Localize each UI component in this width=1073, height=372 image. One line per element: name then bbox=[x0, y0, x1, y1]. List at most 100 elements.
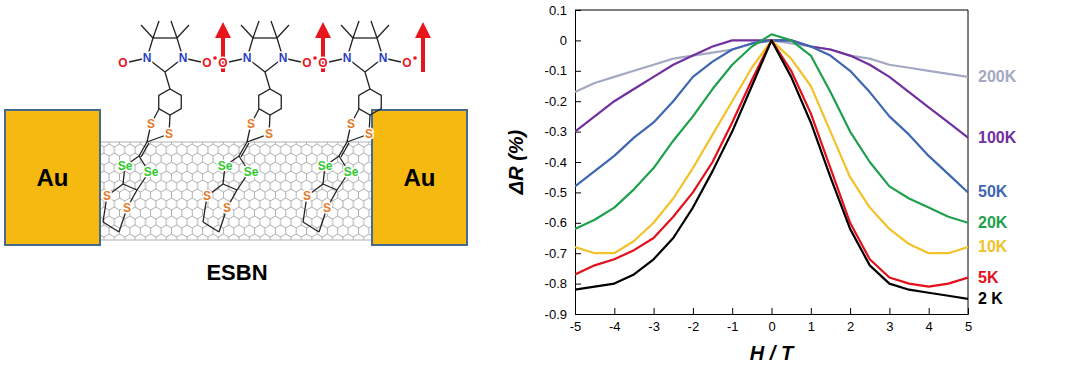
bond bbox=[271, 21, 277, 38]
tick-mark bbox=[614, 308, 615, 314]
tick: 4 bbox=[926, 308, 933, 334]
tick-mark bbox=[575, 314, 581, 315]
bond bbox=[353, 37, 377, 38]
device-diagram: AuAuNNOOSSSeSeSSNNOOSSSeSeSSNNOOSSSeSeSS… bbox=[5, 21, 467, 285]
atom-label: O bbox=[218, 56, 227, 70]
atom-label: O bbox=[318, 56, 327, 70]
atom-label: S bbox=[123, 201, 131, 215]
molecule: NNOOSSSeSeSS bbox=[103, 21, 223, 232]
tick-label: 4 bbox=[926, 319, 933, 334]
tick: 0 bbox=[560, 33, 581, 48]
bond bbox=[265, 72, 270, 89]
tick: -0.4 bbox=[545, 155, 581, 170]
tick-label: -0.9 bbox=[545, 307, 567, 322]
atom-label: S bbox=[303, 189, 311, 203]
atom-label: S bbox=[203, 189, 211, 203]
frame-top bbox=[575, 10, 968, 11]
tick: -2 bbox=[688, 308, 700, 334]
bond bbox=[177, 25, 189, 38]
atom-label: Se bbox=[144, 165, 159, 179]
figure-root: AuAuNNOOSSSeSeSSNNOOSSSeSeSSNNOOSSSeSeSS… bbox=[0, 0, 1073, 372]
tick-mark bbox=[575, 162, 581, 163]
legend-entry: 10K bbox=[978, 238, 1008, 255]
molecule: NNOOSSSeSeSS bbox=[203, 21, 323, 232]
tick-label: 3 bbox=[886, 319, 893, 334]
tick: 0 bbox=[768, 308, 775, 334]
atom-label: Se bbox=[344, 165, 359, 179]
bond bbox=[241, 143, 249, 157]
atom-label: O bbox=[302, 56, 311, 70]
bond bbox=[341, 25, 353, 38]
tick-label: -0.4 bbox=[545, 155, 567, 170]
atom-label: S bbox=[323, 201, 331, 215]
atom-label: S bbox=[103, 189, 111, 203]
bond bbox=[323, 184, 337, 190]
tick-mark bbox=[575, 284, 581, 285]
atom-label: N bbox=[143, 51, 152, 65]
tick: -4 bbox=[609, 308, 621, 334]
tick-label: 1 bbox=[808, 319, 815, 334]
atom-label: O bbox=[202, 56, 211, 70]
tick-mark bbox=[575, 71, 581, 72]
electrode bbox=[372, 110, 467, 245]
series-line bbox=[575, 40, 968, 92]
tick-label: 0 bbox=[560, 33, 567, 48]
atom-label: O bbox=[402, 56, 411, 70]
tick-label: -0.2 bbox=[545, 94, 567, 109]
bond bbox=[223, 184, 237, 190]
tick: 3 bbox=[886, 308, 893, 334]
chart: -5-4-3-2-1012345-0.9-0.8-0.7-0.6-0.5-0.4… bbox=[505, 3, 1017, 364]
atom-label: Se bbox=[218, 159, 233, 173]
tick-mark bbox=[575, 192, 581, 193]
bond bbox=[141, 25, 153, 38]
tick-mark bbox=[850, 308, 851, 314]
tick-label: 0 bbox=[768, 319, 775, 334]
tick-mark bbox=[929, 308, 930, 314]
legend-entry: 50K bbox=[978, 183, 1008, 200]
tick-label: -1 bbox=[727, 319, 739, 334]
radical-dot bbox=[213, 56, 217, 60]
x-axis: -5-4-3-2-1012345 bbox=[570, 308, 972, 334]
bond bbox=[103, 222, 119, 232]
tick: 2 bbox=[847, 308, 854, 334]
tick-mark bbox=[575, 10, 581, 11]
tick-label: -0.8 bbox=[545, 276, 567, 291]
legend-entry: 100K bbox=[978, 129, 1017, 146]
tick-mark bbox=[575, 223, 581, 224]
series-line bbox=[575, 40, 968, 286]
tick: 5 bbox=[965, 308, 972, 334]
legend-entry: 2 K bbox=[978, 290, 1003, 307]
bond bbox=[141, 143, 149, 157]
series-line bbox=[575, 40, 968, 253]
atom-label: S bbox=[265, 127, 273, 141]
tick-mark bbox=[732, 308, 733, 314]
tick-label: -0.3 bbox=[545, 124, 567, 139]
tick-mark bbox=[575, 253, 581, 254]
tick-mark bbox=[889, 308, 890, 314]
tick-label: 2 bbox=[847, 319, 854, 334]
series-line bbox=[575, 40, 968, 298]
bond bbox=[241, 25, 253, 38]
atom-label: N bbox=[379, 51, 388, 65]
bond bbox=[253, 21, 259, 38]
tick-label: 5 bbox=[965, 319, 972, 334]
bond bbox=[353, 21, 359, 38]
atom-label: N bbox=[243, 51, 252, 65]
bond bbox=[153, 21, 159, 38]
atom-label: S bbox=[365, 127, 373, 141]
tick-label: -4 bbox=[609, 319, 621, 334]
bond bbox=[377, 25, 389, 38]
tick: -0.5 bbox=[545, 185, 581, 200]
radical-dot bbox=[313, 56, 317, 60]
electrode-label: Au bbox=[37, 164, 69, 191]
atom-label: S bbox=[347, 117, 355, 131]
bond bbox=[203, 222, 219, 232]
tick: -0.2 bbox=[545, 94, 581, 109]
tick: 1 bbox=[808, 308, 815, 334]
electrode bbox=[5, 110, 100, 245]
benzene-ring bbox=[359, 89, 382, 115]
series-line bbox=[575, 40, 968, 137]
legend-entry: 20K bbox=[978, 214, 1008, 231]
series-lines bbox=[575, 34, 968, 298]
tick-label: -0.1 bbox=[545, 63, 567, 78]
